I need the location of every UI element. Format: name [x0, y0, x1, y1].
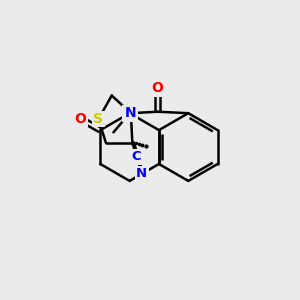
Text: N: N	[136, 167, 147, 180]
Text: N: N	[125, 106, 137, 120]
Text: O: O	[74, 112, 86, 126]
Text: C: C	[132, 150, 141, 163]
Text: S: S	[94, 112, 103, 126]
Text: O: O	[152, 81, 163, 95]
Text: N: N	[124, 106, 135, 120]
